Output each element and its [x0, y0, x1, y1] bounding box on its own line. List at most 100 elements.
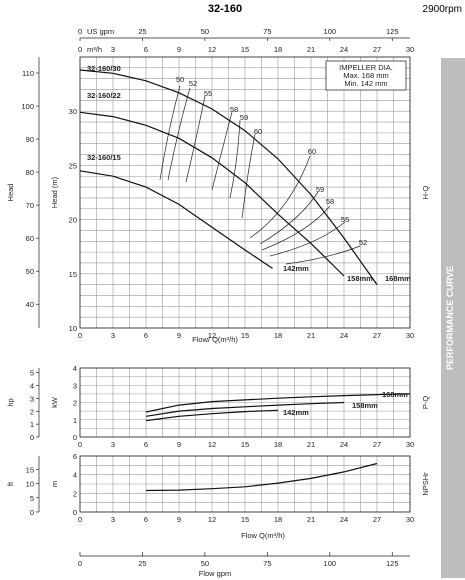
- x-tick-label: 18: [274, 440, 282, 449]
- plot-frame: [79, 367, 411, 438]
- secondary-tick-label: 1: [30, 420, 34, 429]
- efficiency-isoline: [229, 119, 241, 199]
- efficiency-label: 60: [308, 147, 316, 156]
- gpm-axis-title: Flow gpm: [199, 569, 232, 578]
- secondary-tick-label: 2: [30, 407, 34, 416]
- x-tick-label: 21: [307, 515, 315, 524]
- bottom-gpm-axis: 0 25 50 75 100 125 Flow gpm: [78, 552, 410, 578]
- x-tick-label: 15: [241, 331, 249, 340]
- primary-axis-title: Head (m): [50, 176, 59, 208]
- y-tick-label: 0: [73, 508, 77, 517]
- top-gpm-tick-label: 50: [201, 27, 209, 36]
- x-tick-label: 21: [307, 331, 315, 340]
- npsh-x-axis-title: Flow Q(m³/h): [241, 531, 285, 540]
- secondary-axis-title: Head: [6, 184, 15, 202]
- x-tick-label: 6: [144, 515, 148, 524]
- secondary-axis-title: hp: [6, 398, 15, 406]
- chart-title: 32-160: [208, 3, 242, 15]
- legend-title: IMPELLER DIA.: [339, 63, 393, 72]
- gpm-tick-label: 50: [201, 559, 209, 568]
- top-m3h-tick-label: 12: [208, 45, 216, 54]
- y-tick-label: 15: [69, 270, 77, 279]
- x-tick-label: 30: [406, 440, 414, 449]
- gpm-tick-label: 125: [386, 559, 399, 568]
- x-tick-label: 6: [144, 440, 148, 449]
- efficiency-label: 59: [240, 113, 248, 122]
- curve-end-label: 158mm: [347, 274, 373, 283]
- efficiency-isoline: [249, 155, 311, 239]
- efficiency-isoline: [241, 133, 256, 219]
- x-tick-label: 15: [241, 440, 249, 449]
- x-tick-label: 27: [373, 331, 381, 340]
- x-tick-label: 12: [208, 331, 216, 340]
- secondary-tick-label: 40: [26, 300, 34, 309]
- x-tick-label: 27: [373, 440, 381, 449]
- efficiency-isoline: [261, 205, 331, 251]
- power-curve-label: 158mm: [352, 401, 378, 410]
- efficiency-label: 58: [230, 105, 238, 114]
- side-banner-label: PERFORMANCE CURVE: [445, 266, 455, 370]
- efficiency-isoline: [159, 85, 181, 181]
- top-m3h-zero: 0: [78, 45, 82, 54]
- top-m3h-tick-label: 30: [406, 45, 414, 54]
- top-m3h-tick-label: 9: [177, 45, 181, 54]
- x-tick-label: 24: [340, 515, 348, 524]
- secondary-tick-label: 80: [26, 168, 34, 177]
- secondary-tick-label: 100: [21, 102, 34, 111]
- top-gpm-tick-label: 25: [138, 27, 146, 36]
- x-tick-label: 18: [274, 331, 282, 340]
- head-curve-168mm: [79, 69, 378, 285]
- x-tick-label: 12: [208, 440, 216, 449]
- curve-end-label: 142mm: [283, 264, 309, 273]
- secondary-tick-label: 3: [30, 394, 34, 403]
- top-m3h-tick-label: 3: [111, 45, 115, 54]
- secondary-tick-label: 70: [26, 201, 34, 210]
- y-tick-label: 2: [73, 489, 77, 498]
- x-tick-label: 15: [241, 515, 249, 524]
- x-tick-label: 3: [111, 515, 115, 524]
- x-tick-label: 3: [111, 440, 115, 449]
- secondary-tick-label: 5: [30, 494, 34, 503]
- x-tick-label: 9: [177, 515, 181, 524]
- y-tick-label: 0: [73, 433, 77, 442]
- efficiency-label: 52: [189, 79, 197, 88]
- efficiency-isoline: [269, 221, 346, 257]
- x-tick-label: 0: [78, 440, 82, 449]
- x-tick-label: 12: [208, 515, 216, 524]
- secondary-tick-label: 50: [26, 267, 34, 276]
- y-tick-label: 4: [73, 471, 77, 480]
- x-tick-label: 24: [340, 440, 348, 449]
- secondary-tick-label: 60: [26, 234, 34, 243]
- y-tick-label: 20: [69, 216, 77, 225]
- power-curve-label: 142mm: [283, 408, 309, 417]
- power-curve-142mm: [145, 409, 279, 422]
- efficiency-label: 55: [204, 89, 212, 98]
- gpm-tick-label: 0: [78, 559, 82, 568]
- secondary-tick-label: 4: [30, 382, 34, 391]
- top-gpm-tick-label: 100: [324, 27, 337, 36]
- x-tick-label: 0: [78, 515, 82, 524]
- top-gpm-zero: 0: [78, 27, 82, 36]
- efficiency-label: 52: [359, 238, 367, 247]
- head-curve-158mm: [79, 111, 345, 277]
- npsh-curve: [145, 462, 378, 492]
- x-tick-label: 24: [340, 331, 348, 340]
- y-tick-label: 4: [73, 364, 77, 373]
- efficiency-label: 55: [341, 215, 349, 224]
- section-label: P-Q: [421, 396, 430, 410]
- secondary-axis-title: ft: [6, 481, 15, 486]
- head-curve-142mm: [79, 170, 273, 269]
- legend-box: [325, 60, 407, 91]
- section-label: NPSHr: [421, 472, 430, 496]
- secondary-tick-label: 10: [26, 480, 34, 489]
- curve-name-label: 32-160/15: [87, 153, 121, 162]
- secondary-tick-label: 0: [30, 433, 34, 442]
- plot-frame: [79, 455, 411, 513]
- legend-min: Min. 142 mm: [344, 79, 387, 88]
- curve-name-label: 32-160/30: [87, 64, 121, 73]
- power-curve-168mm: [145, 393, 411, 413]
- top-m3h-tick-label: 27: [373, 45, 381, 54]
